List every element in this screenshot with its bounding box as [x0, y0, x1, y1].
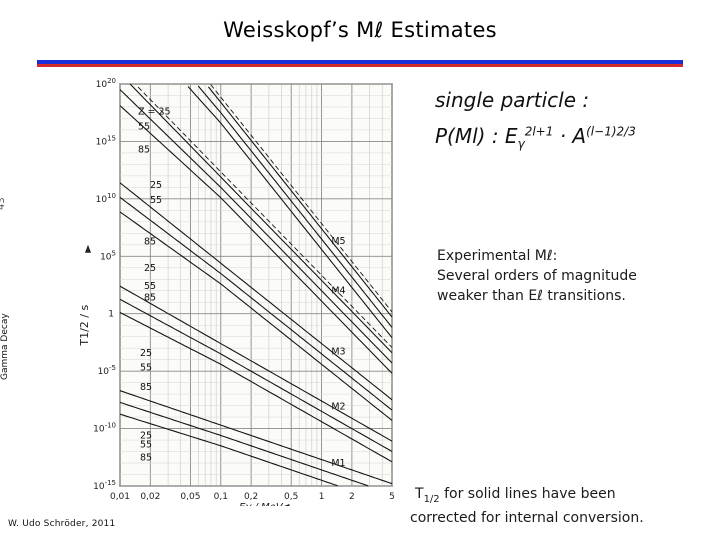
multipole-label-m5: M5	[331, 236, 345, 247]
y-tick-label: 10-5	[98, 364, 116, 377]
slide-number: 43	[0, 197, 7, 210]
y-tick-label: 1020	[96, 77, 116, 90]
curve-m5-z2	[187, 86, 393, 339]
formula-mid: · A	[553, 124, 587, 148]
x-tick-label: 0,05	[180, 492, 200, 502]
formula-title: single particle :	[435, 88, 590, 112]
title-rule-blue	[37, 60, 683, 64]
formula-block: single particle : P(Ml) : Eγ2l+1 · A(l−1…	[435, 88, 636, 151]
note-line-3: weaker than Eℓ transitions.	[437, 288, 626, 304]
curve-m2-z1	[119, 298, 393, 452]
multipole-label-m3: M3	[331, 346, 345, 357]
x-tick-label: 1	[319, 492, 325, 502]
multipole-label-m2: M2	[331, 401, 345, 412]
x-tick-label: 0,1	[214, 492, 228, 502]
z-label: Z = 25	[138, 107, 171, 118]
z-label: 55	[140, 440, 152, 451]
weisskopf-plot: 0,01 0,02 0,05 0,1 0,2 0,5 1 2 510-1510-1010-511…	[78, 77, 395, 506]
z-label: 85	[138, 144, 150, 155]
plot-frame	[119, 83, 393, 487]
correction-note: T1/2 for solid lines have been corrected…	[410, 485, 710, 527]
formula-gamma: γ	[517, 137, 525, 151]
curve-m4-z2	[119, 105, 393, 374]
z-label: 25	[140, 348, 152, 359]
plot-curves	[119, 83, 393, 487]
z-label: 85	[144, 293, 156, 304]
y-tick-exponent: 10	[107, 192, 116, 200]
y-axis-arrow	[85, 244, 91, 253]
note-line-1: Experimental Mℓ:	[437, 248, 558, 264]
y-tick-exponent: -10	[105, 422, 116, 430]
plot-grid	[119, 83, 393, 487]
multipole-label-m4: M4	[331, 285, 345, 296]
y-tick-exponent: 5	[112, 249, 116, 257]
curve-m1-z0	[119, 390, 393, 485]
z-label: 85	[140, 382, 152, 393]
correction-sub: 1/2	[423, 493, 440, 505]
curve-m3-z1	[119, 196, 393, 411]
curve-m3-z0	[119, 182, 393, 401]
y-tick-label: 1015	[96, 134, 116, 147]
y-tick-label: 10-10	[93, 422, 116, 435]
x-tick-label: 0,5	[284, 492, 298, 502]
x-tick-label: 2	[349, 492, 355, 502]
slide-title: Weisskopf’s Mℓ Estimates	[223, 18, 497, 42]
curve-m5-z0	[207, 86, 393, 318]
curve-m2-z0	[119, 285, 393, 442]
y-tick-exponent: 20	[107, 77, 116, 85]
formula-exponent-2: (l−1)2/3	[586, 124, 636, 139]
curve-m4-z0	[129, 83, 393, 354]
multipole-label-m1: M1	[331, 458, 345, 469]
x-axis-arrow	[284, 504, 290, 506]
y-tick-exponent: -5	[109, 364, 116, 372]
formula-prefix: P(Ml) : E	[435, 124, 518, 148]
z-label: 55	[140, 363, 152, 374]
curve-m5-dashed	[210, 84, 393, 313]
experimental-note: Experimental Mℓ: Several orders of magni…	[437, 246, 637, 306]
footer-author: W. Udo Schröder, 2011	[8, 519, 116, 529]
correction-t: T	[415, 486, 424, 502]
section-label: Gamma Decay	[0, 313, 10, 380]
correction-line-1: T1/2 for solid lines have been	[410, 485, 710, 509]
z-label: 25	[144, 263, 156, 274]
correction-line-2: corrected for internal conversion.	[410, 509, 644, 526]
correction-rest: for solid lines have been	[439, 486, 616, 502]
curve-m2-z2	[119, 312, 393, 463]
z-label: 25	[150, 180, 162, 191]
z-label: 25	[140, 430, 152, 441]
y-axis-label: T1/2 / s	[78, 305, 91, 347]
title-rule-red	[37, 64, 683, 67]
note-line-2: Several orders of magnitude	[437, 268, 637, 284]
curve-m4-z1	[119, 89, 393, 364]
x-tick-label: 5	[389, 492, 395, 502]
formula-exponent-1: 2l+1	[524, 124, 554, 139]
x-tick-label: 0,2	[244, 492, 258, 502]
curve-m1-z2	[119, 413, 338, 487]
y-tick-label: 105	[100, 249, 116, 262]
z-label: 55	[138, 121, 150, 132]
curve-m4-dashed	[137, 86, 393, 348]
curve-m5-z1	[197, 85, 393, 328]
z-label: 55	[144, 281, 156, 292]
x-tick-label: 0,02	[140, 492, 160, 502]
formula-expression: P(Ml) : Eγ2l+1 · A(l−1)2/3	[435, 124, 636, 151]
y-tick-label: 1010	[96, 192, 116, 205]
curve-m3-z2	[119, 211, 393, 421]
z-label: 85	[144, 236, 156, 247]
curve-m1-z1	[119, 401, 369, 487]
x-axis-label: Eγ / MeV	[239, 502, 284, 506]
y-tick-exponent: 15	[107, 134, 116, 142]
y-tick-exponent: -15	[105, 479, 116, 487]
x-tick-label: 0,01	[110, 492, 130, 502]
z-label: 55	[150, 195, 162, 206]
y-tick-label: 1	[108, 310, 114, 320]
z-label: 85	[140, 452, 152, 463]
y-tick-label: 10-15	[93, 479, 116, 492]
